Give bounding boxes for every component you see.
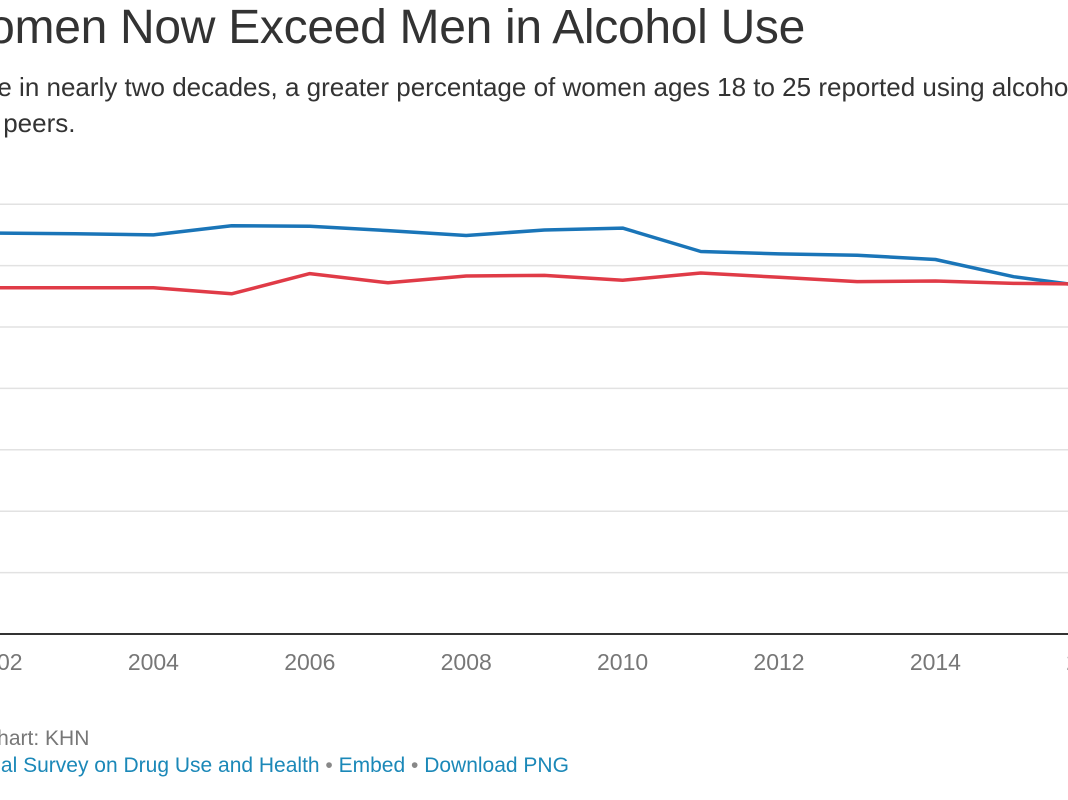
source-separator-2: • [405, 754, 425, 777]
x-tick-label: 2002 [0, 649, 23, 675]
x-tick-label: 2004 [128, 649, 179, 675]
x-tick-label: 2010 [597, 649, 648, 675]
grid-lines [0, 203, 1068, 574]
download-png-link[interactable]: Download PNG [424, 754, 569, 777]
series-lines [0, 223, 1068, 296]
series-line-1 [0, 223, 1068, 286]
source-separator-1: • [319, 754, 339, 777]
series-line-2 [0, 271, 1068, 296]
credit-text: KHN [45, 727, 90, 750]
x-tick-labels: 200220042006200820102012201420162018 [0, 649, 1068, 675]
source-line: Source: National Survey on Drug Use and … [0, 754, 569, 778]
source-link[interactable]: National Survey on Drug Use and Health [0, 754, 320, 777]
x-tick-label: 2008 [441, 649, 492, 675]
x-tick-label: 2016 [1066, 649, 1068, 675]
x-tick-label: 2006 [284, 649, 335, 675]
credit-line: Chart: KHN [0, 727, 90, 750]
x-tick-label: 2012 [753, 649, 804, 675]
embed-link[interactable]: Embed [338, 754, 406, 777]
x-tick-label: 2014 [910, 649, 961, 675]
chart-subtitle: For the first time in nearly two decades… [0, 72, 1068, 138]
chart-title: Women Now Exceed Men in Alcohol Use [0, 1, 806, 54]
